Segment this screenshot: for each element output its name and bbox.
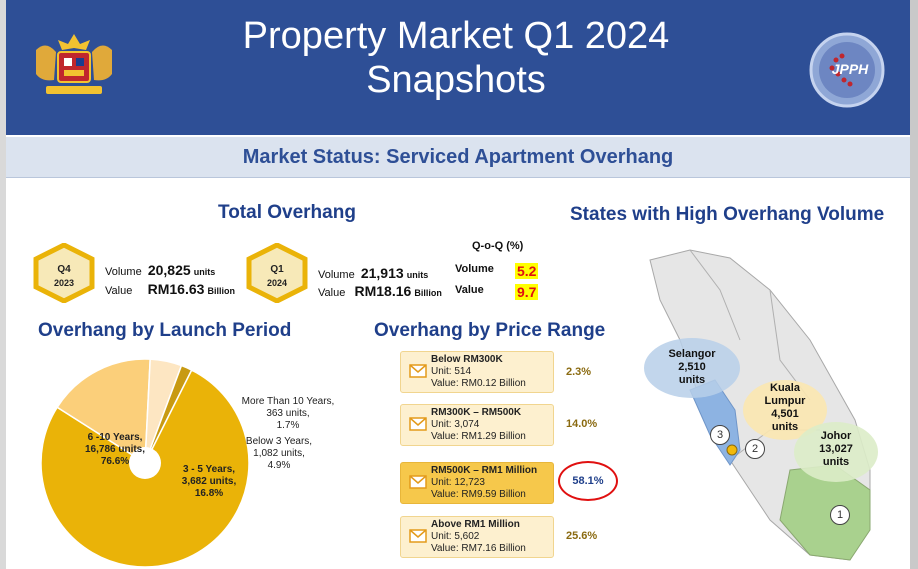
page-title: Property Market Q1 2024 Snapshots (156, 14, 756, 102)
rank-badge-kl: 2 (745, 439, 765, 459)
states-heading: States with High Overhang Volume (570, 204, 885, 225)
rank-badge-johor: 1 (830, 505, 850, 525)
price-pct-below-300k: 2.3% (566, 366, 592, 378)
status-bar: Market Status: Serviced Apartment Overha… (6, 137, 910, 178)
qoq-heading: Q-o-Q (%) (472, 240, 524, 252)
qoq-value-label: Value (455, 284, 484, 296)
state-selangor: Selangor 2,510 units (668, 348, 716, 386)
price-unit: Unit: 3,074 (431, 419, 480, 430)
q1-value: Value RM18.16 Billion (318, 283, 442, 299)
price-title: Above RM1 Million (431, 519, 520, 530)
q1-year: 2024 (267, 278, 287, 288)
title-line-2: Snapshots (366, 59, 546, 101)
pie-label-3-5-years: 3 - 5 Years, 3,682 units, 16.8% (181, 464, 237, 499)
envelope-icon (409, 417, 427, 431)
qoq-volume-label: Volume (455, 263, 494, 275)
coat-of-arms-icon (36, 34, 112, 94)
price-title: RM300K – RM500K (431, 407, 522, 418)
qoq-value-value: 9.7 (515, 284, 539, 300)
envelope-icon (409, 364, 427, 378)
price-value: Value: RM1.29 Billion (431, 431, 526, 442)
price-title: Below RM300K (431, 354, 503, 365)
price-value: Value: RM9.59 Billion (431, 489, 526, 500)
state-johor: Johor 13,027 units (819, 430, 853, 468)
market-status-title: Market Status: Serviced Apartment Overha… (242, 146, 674, 168)
q4-2023-badge: Q4 2023 (33, 243, 95, 303)
launch-period-pie-chart (40, 358, 250, 568)
state-kuala-lumpur: Kuala Lumpur 4,501 units (764, 382, 806, 433)
q4-volume: Volume 20,825 units (105, 262, 216, 278)
pie-slice-more-than-10-years (144, 364, 193, 464)
header-banner: Property Market Q1 2024 Snapshots JPPH (6, 0, 910, 135)
price-unit: Unit: 12,723 (431, 477, 485, 488)
title-line-1: Property Market Q1 2024 (242, 15, 670, 57)
envelope-icon (409, 529, 427, 543)
total-overhang-heading: Total Overhang (218, 202, 356, 223)
q1-volume: Volume 21,913 units (318, 265, 429, 281)
launch-period-heading: Overhang by Launch Period (38, 320, 292, 341)
price-range-heading: Overhang by Price Range (374, 320, 606, 341)
jpph-logo-text: JPPH (832, 61, 869, 77)
price-value: Value: RM0.12 Billion (431, 378, 526, 389)
price-value: Value: RM7.16 Billion (431, 543, 526, 554)
price-unit: Unit: 5,602 (431, 531, 480, 542)
price-card-300k-500k: RM300K – RM500K Unit: 3,074 Value: RM1.2… (400, 404, 554, 446)
qoq-volume-value: 5.2 (515, 263, 539, 279)
pie-label-below-3-years: Below 3 Years, 1,082 units, 4.9% (245, 436, 313, 471)
jpph-logo-icon: JPPH (809, 32, 885, 108)
rank-badge-selangor: 3 (710, 425, 730, 445)
envelope-icon (409, 475, 427, 489)
price-pct-above-1m: 25.6% (566, 530, 598, 542)
price-card-500k-1m: RM500K – RM1 Million Unit: 12,723 Value:… (400, 462, 554, 504)
price-pct-300k-500k: 14.0% (566, 418, 598, 430)
price-card-above-1m: Above RM1 Million Unit: 5,602 Value: RM7… (400, 516, 554, 558)
q1-label: Q1 (270, 264, 284, 275)
pie-label-more-than-10-years: More Than 10 Years, 363 units, 1.7% (241, 396, 335, 431)
peninsular-malaysia-map (644, 249, 878, 561)
q4-value: Value RM16.63 Billion (105, 281, 235, 297)
pie-slice-3-5-years (56, 358, 151, 465)
price-pct-500k-1m: 58.1% (558, 461, 618, 501)
q4-label: Q4 (57, 264, 71, 275)
price-unit: Unit: 514 (431, 366, 472, 377)
pie-label-6-10-years: 6 -10 Years, 16,786 units, 76.6% (84, 432, 146, 467)
q4-year: 2023 (54, 278, 74, 288)
price-title: RM500K – RM1 Million (431, 465, 538, 476)
price-card-below-300k: Below RM300K Unit: 514 Value: RM0.12 Bil… (400, 351, 554, 393)
q1-2024-badge: Q1 2024 (246, 243, 308, 303)
pie-center-hole (129, 447, 161, 479)
